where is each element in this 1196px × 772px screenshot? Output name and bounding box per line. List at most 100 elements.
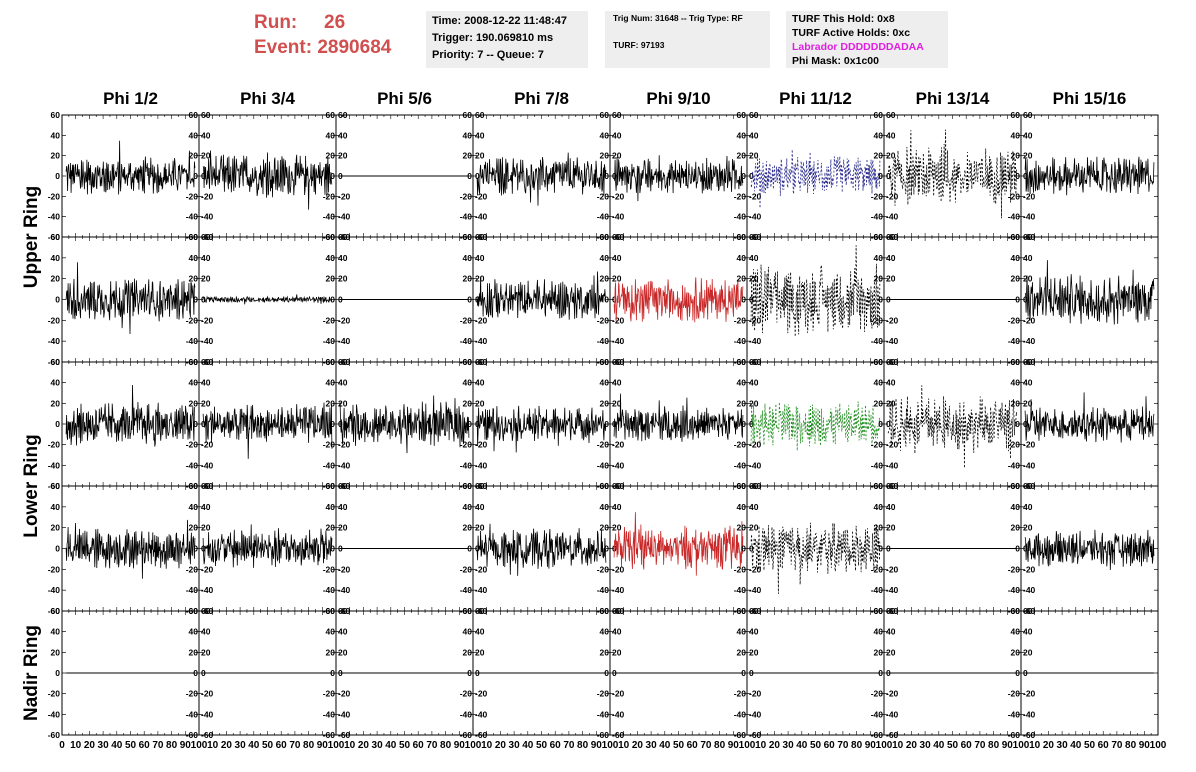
- x-tick-label: 70: [426, 740, 438, 751]
- y-tick-label: -40: [201, 585, 214, 595]
- y-tick-label: -20: [871, 191, 884, 201]
- waveform-trace: [476, 152, 607, 206]
- y-tick-label: -20: [323, 315, 336, 325]
- y-tick-label: -60: [749, 730, 762, 740]
- y-tick-label: 0: [193, 419, 198, 429]
- y-tick-label: -60: [871, 730, 884, 740]
- y-tick-label: -20: [734, 440, 747, 450]
- x-tick-label: 50: [399, 740, 411, 751]
- y-tick-label: 60: [874, 606, 884, 616]
- y-tick-label: 0: [1015, 171, 1020, 181]
- y-tick-label: -40: [734, 336, 747, 346]
- y-tick-label: -20: [475, 191, 488, 201]
- x-tick-label: 30: [646, 740, 658, 751]
- waveform-trace: [476, 271, 607, 320]
- y-tick-label: -40: [475, 709, 488, 719]
- y-tick-label: 0: [475, 171, 480, 181]
- y-tick-label: 60: [463, 606, 473, 616]
- y-tick-label: -40: [749, 336, 762, 346]
- waveform-trace: [202, 150, 333, 210]
- y-tick-label: 0: [193, 171, 198, 181]
- y-tick-label: 60: [51, 481, 61, 491]
- x-tick-label: 30: [372, 740, 384, 751]
- x-tick-label: 60: [413, 740, 425, 751]
- y-tick-label: 20: [463, 151, 473, 161]
- waveform-trace: [1024, 260, 1155, 325]
- y-tick-label: 0: [330, 668, 335, 678]
- y-tick-label: 20: [1023, 274, 1033, 284]
- y-tick-label: 20: [749, 647, 759, 657]
- x-tick-label: 90: [1002, 740, 1014, 751]
- y-tick-label: -40: [749, 709, 762, 719]
- y-tick-label: 20: [612, 151, 622, 161]
- x-tick-label: 50: [536, 740, 548, 751]
- y-tick-label: -40: [48, 460, 61, 470]
- y-tick-label: -40: [338, 212, 351, 222]
- y-tick-label: -20: [323, 564, 336, 574]
- y-tick-label: -60: [186, 730, 199, 740]
- x-tick-label: 80: [577, 740, 589, 751]
- turf-text: TURF: 97193: [613, 40, 665, 50]
- y-tick-label: 40: [326, 627, 336, 637]
- y-tick-label: -20: [734, 689, 747, 699]
- y-tick-label: -40: [323, 212, 336, 222]
- y-tick-label: -40: [1023, 585, 1036, 595]
- y-tick-label: -20: [612, 689, 625, 699]
- y-tick-label: 20: [189, 274, 199, 284]
- y-tick-label: 0: [55, 544, 60, 554]
- y-tick-label: 40: [326, 130, 336, 140]
- y-tick-label: -20: [48, 191, 61, 201]
- y-tick-label: 40: [749, 253, 759, 263]
- y-tick-label: -20: [48, 564, 61, 574]
- y-tick-label: 40: [338, 253, 348, 263]
- y-tick-label: -20: [338, 689, 351, 699]
- y-tick-label: -20: [886, 564, 899, 574]
- x-tick-label: 50: [125, 740, 137, 751]
- y-tick-label: -20: [749, 689, 762, 699]
- x-tick-label: 60: [961, 740, 973, 751]
- y-tick-label: 40: [463, 378, 473, 388]
- y-tick-label: 20: [737, 398, 747, 408]
- y-tick-label: 60: [189, 110, 199, 120]
- waveform-trace: [613, 393, 744, 442]
- y-tick-label: 40: [201, 130, 211, 140]
- y-tick-label: -20: [1023, 564, 1036, 574]
- y-tick-label: -40: [323, 585, 336, 595]
- y-tick-label: -40: [48, 585, 61, 595]
- y-tick-label: 40: [475, 378, 485, 388]
- y-tick-label: -40: [612, 460, 625, 470]
- x-tick-label: 40: [933, 740, 945, 751]
- waveform-trace: [750, 149, 881, 209]
- y-tick-label: 60: [189, 481, 199, 491]
- y-tick-label: 0: [1015, 419, 1020, 429]
- run-event-block: Run: 26 Event: 2890684: [254, 10, 391, 60]
- y-tick-label: -20: [597, 191, 610, 201]
- waveform-trace: [750, 522, 881, 594]
- y-tick-label: 60: [189, 357, 199, 367]
- y-tick-label: -20: [612, 191, 625, 201]
- y-tick-label: 20: [201, 398, 211, 408]
- y-tick-label: -60: [597, 730, 610, 740]
- y-tick-label: 20: [886, 151, 896, 161]
- y-tick-label: -20: [612, 315, 625, 325]
- y-tick-label: -40: [460, 585, 473, 595]
- y-tick-label: 60: [737, 357, 747, 367]
- x-tick-label: 90: [591, 740, 603, 751]
- y-tick-label: 0: [330, 295, 335, 305]
- y-tick-label: 20: [874, 523, 884, 533]
- y-tick-label: 60: [874, 110, 884, 120]
- y-tick-label: -20: [338, 191, 351, 201]
- waveform-trace: [1024, 392, 1155, 443]
- y-tick-label: -20: [734, 191, 747, 201]
- y-tick-label: 40: [51, 253, 61, 263]
- y-tick-label: -60: [734, 730, 747, 740]
- y-tick-label: 40: [1011, 627, 1021, 637]
- turf-active-holds-text: TURF Active Holds: 0xc: [792, 27, 911, 39]
- y-tick-label: -40: [612, 585, 625, 595]
- x-tick-label: 20: [495, 740, 507, 751]
- waveform-trace: [65, 519, 196, 579]
- y-tick-label: -20: [1023, 315, 1036, 325]
- y-tick-label: 0: [878, 171, 883, 181]
- phi-mask-text: Phi Mask: 0x1c00: [792, 55, 879, 67]
- x-tick-label: 50: [673, 740, 685, 751]
